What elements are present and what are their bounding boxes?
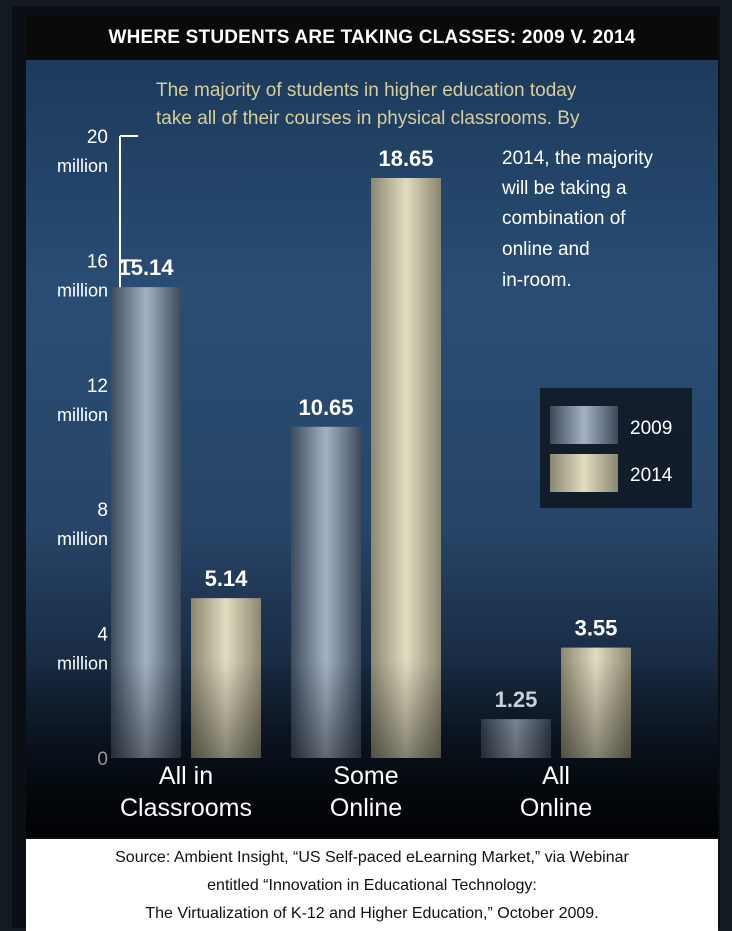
- annotation-line-1: The majority of students in higher educa…: [156, 80, 577, 101]
- x-axis-label: Online: [330, 794, 402, 822]
- bar-value-label: 10.65: [298, 395, 353, 420]
- source-line-3: The Virtualization of K-12 and Higher Ed…: [145, 905, 599, 922]
- bar-value-label: 5.14: [205, 566, 249, 591]
- legend-swatch-2014: [550, 454, 618, 492]
- bar-value-label: 15.14: [118, 255, 174, 280]
- annotation-line-6: online and: [502, 239, 590, 260]
- infographic-frame: WHERE STUDENTS ARE TAKING CLASSES: 2009 …: [12, 6, 720, 931]
- x-axis-label: All: [542, 762, 570, 790]
- y-tick-unit: million: [57, 280, 108, 300]
- bar-value-label: 18.65: [378, 146, 433, 171]
- x-axis-label: Classrooms: [120, 794, 252, 822]
- annotation-line-2: take all of their courses in physical cl…: [156, 108, 580, 129]
- x-axis-label: Online: [520, 794, 592, 822]
- annotation-line-3: 2014, the majority: [502, 148, 654, 169]
- y-tick-unit: million: [57, 156, 108, 176]
- bottom-fade: [26, 660, 718, 837]
- x-axis-label: All in: [159, 762, 213, 790]
- x-axis-label: Some: [333, 762, 398, 790]
- x-axis-labels: All in Classrooms Some Online All Online: [120, 762, 592, 822]
- annotation-line-7: in-room.: [502, 270, 572, 291]
- chart-panel: 04million8million12million16million20mil…: [26, 60, 718, 837]
- annotation-line-5: combination of: [502, 208, 626, 229]
- legend-label-2014: 2014: [630, 465, 673, 486]
- y-tick-unit: million: [57, 529, 108, 549]
- chart-title: WHERE STUDENTS ARE TAKING CLASSES: 2009 …: [26, 16, 718, 60]
- bar-value-labels: 15.14 5.14 10.65 18.65 1.25 3.55: [118, 146, 617, 712]
- y-tick-label: 16: [87, 251, 108, 272]
- legend-swatch-2009: [550, 406, 618, 444]
- y-tick-label: 20: [87, 127, 108, 148]
- source-line-2: entitled “Innovation in Educational Tech…: [207, 877, 537, 894]
- bar-value-label: 1.25: [495, 687, 538, 712]
- y-tick-label: 8: [97, 500, 108, 521]
- annotation-line-4: will be taking a: [501, 178, 627, 199]
- y-tick-label: 12: [87, 376, 108, 397]
- bar-chart: 04million8million12million16million20mil…: [26, 80, 718, 837]
- bar-value-label: 3.55: [575, 616, 618, 641]
- source-note: Source: Ambient Insight, “US Self-paced …: [26, 839, 718, 931]
- y-tick-unit: million: [57, 405, 108, 425]
- legend: 2009 2014: [540, 388, 692, 508]
- legend-label-2009: 2009: [630, 418, 672, 439]
- annotation: The majority of students in higher educa…: [156, 80, 654, 291]
- y-tick-label: 4: [97, 625, 108, 646]
- source-line-1: Source: Ambient Insight, “US Self-paced …: [115, 849, 629, 866]
